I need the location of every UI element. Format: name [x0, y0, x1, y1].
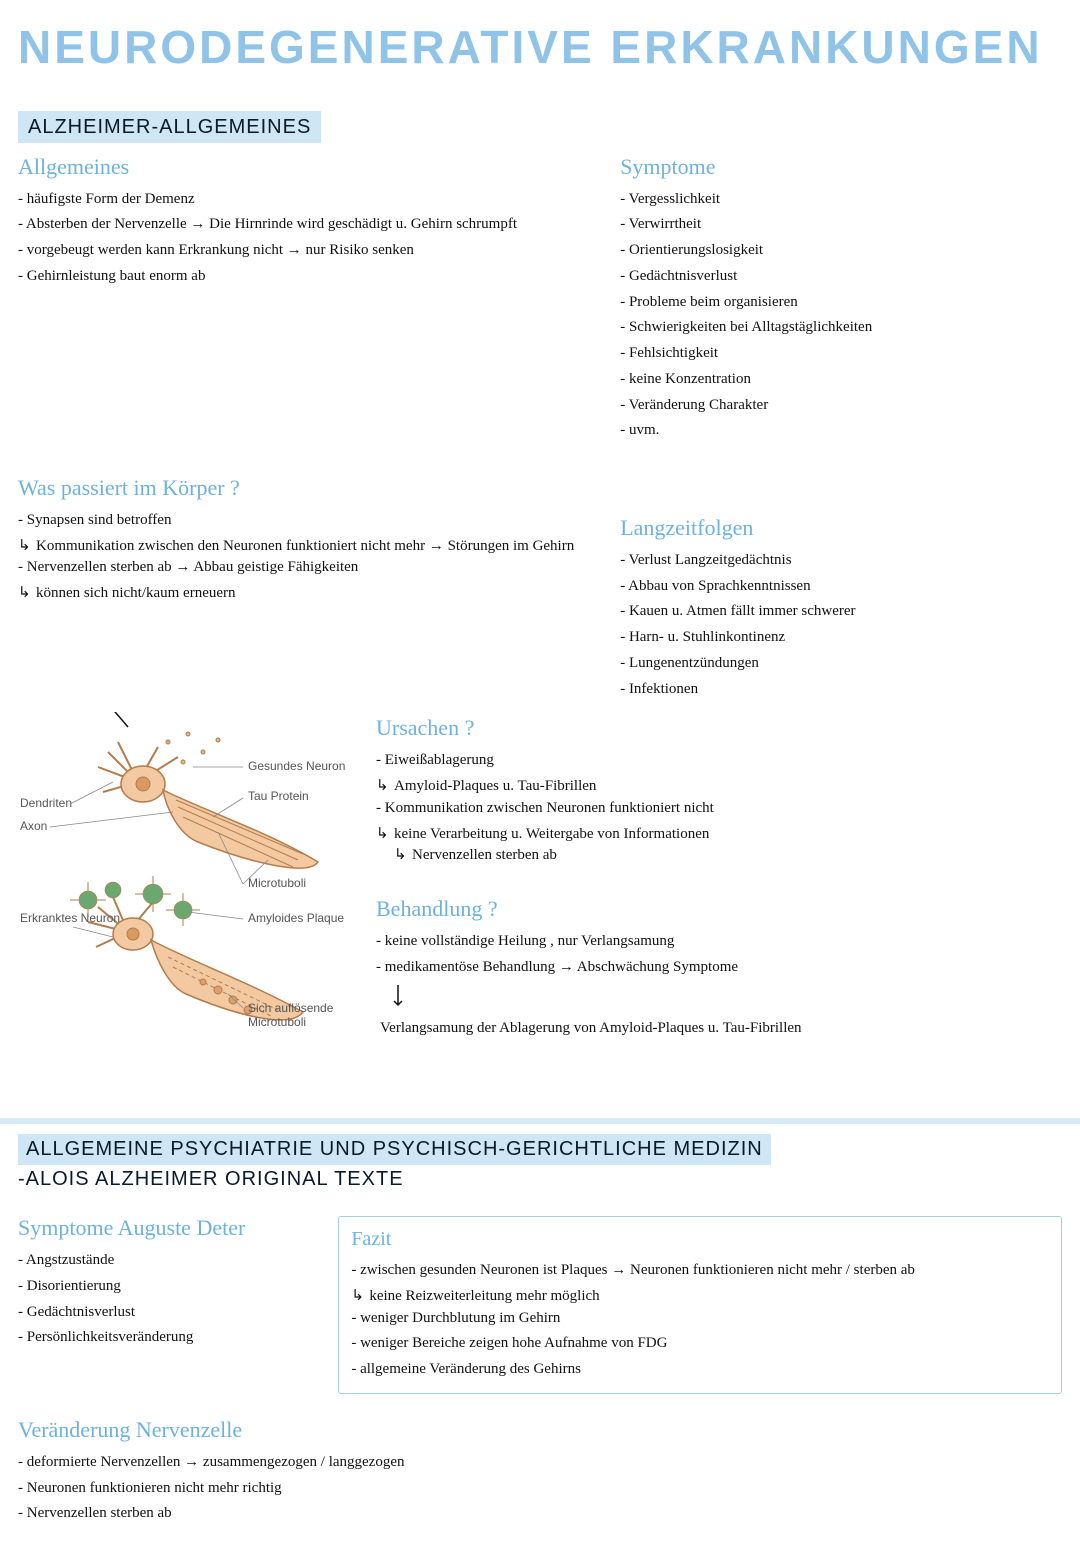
diagram-label-microtuboli: Microtuboli — [248, 876, 306, 890]
list-item: weniger Bereiche zeigen hohe Aufnahme vo… — [351, 1333, 1049, 1355]
list-item: Gedächtnisverlust — [18, 1302, 310, 1324]
diagram-label-axon: Axon — [20, 819, 47, 833]
list-indent: Kommunikation zwischen den Neuronen funk… — [18, 536, 592, 558]
page-title: NEURODEGENERATIVE ERKRANKUNGEN — [0, 0, 1080, 87]
diagram-label-erkranktes: Erkranktes Neuron — [20, 911, 120, 925]
symptome-list: Vergesslichkeit Verwirrtheit Orientierun… — [620, 189, 1058, 443]
list-item: Persönlichkeitsveränderung — [18, 1327, 310, 1349]
allgemeines-head: Allgemeines — [18, 151, 592, 183]
list-item: Nervenzellen sterben ab → Abbau geistige… — [18, 557, 592, 579]
list-item: Eiweißablagerung — [376, 750, 1062, 772]
diagram-label-tau: Tau Protein — [248, 789, 309, 803]
langzeit-list: Verlust Langzeitgedächtnis Abbau von Spr… — [620, 550, 1058, 701]
list-item: keine vollständige Heilung , nur Verlang… — [376, 931, 1062, 953]
list-indent: Nervenzellen sterben ab — [394, 845, 1062, 867]
neuron-diagram: Gesundes Neuron Dendriten Axon Tau Prote… — [18, 712, 358, 1100]
list-item: Probleme beim organisieren — [620, 292, 1058, 314]
list-indent: Amyloid-Plaques u. Tau-Fibrillen — [376, 776, 1062, 798]
list-item: Kommunikation zwischen Neuronen funktion… — [376, 798, 1062, 820]
fazit-box: Fazit zwischen gesunden Neuronen ist Pla… — [338, 1216, 1062, 1394]
list-item: Gehirnleistung baut enorm ab — [18, 266, 592, 288]
diagram-label-aufloesende: Sich auflösendeMicrotuboli — [248, 1001, 334, 1029]
list-item: Lungenentzündungen — [620, 653, 1058, 675]
list-item: Schwierigkeiten bei Alltagstäglichkeiten — [620, 317, 1058, 339]
list-item: Verlust Langzeitgedächtnis — [620, 550, 1058, 572]
list-item: Orientierungslosigkeit — [620, 240, 1058, 262]
list-item: Kauen u. Atmen fällt immer schwerer — [620, 601, 1058, 623]
list-item: Nervenzellen sterben ab — [18, 1503, 1062, 1525]
list-item: Veränderung Charakter — [620, 395, 1058, 417]
section1-bar: ALZHEIMER-ALLGEMEINES — [18, 111, 321, 143]
list-item: uvm. — [620, 420, 1058, 442]
ursachen-list: Eiweißablagerung — [376, 750, 1062, 772]
section2-bar-line2: -ALOIS ALZHEIMER ORIGINAL TEXTE — [18, 1168, 404, 1190]
symptome-head: Symptome — [620, 151, 1058, 183]
behandlung-list: keine vollständige Heilung , nur Verlang… — [376, 931, 1062, 979]
arrow-down-icon — [390, 983, 406, 1011]
list-item: Fehlsichtigkeit — [620, 343, 1058, 365]
diagram-label-gesundes: Gesundes Neuron — [248, 759, 345, 773]
list-item: Infektionen — [620, 679, 1058, 701]
list-item: deformierte Nervenzellen → zusammengezog… — [18, 1452, 1062, 1474]
list-item: keine Konzentration — [620, 369, 1058, 391]
list-item: Verwirrtheit — [620, 214, 1058, 236]
symptome-deter-head: Symptome Auguste Deter — [18, 1212, 310, 1244]
list-indent: können sich nicht/kaum erneuern — [18, 583, 592, 605]
list-item: Harn- u. Stuhlinkontinenz — [620, 627, 1058, 649]
allgemeines-list: häufigste Form der Demenz Absterben der … — [18, 189, 592, 288]
list-item: Gedächtnisverlust — [620, 266, 1058, 288]
langzeit-head: Langzeitfolgen — [620, 512, 1058, 544]
diagram-label-dendriten: Dendriten — [20, 796, 72, 810]
list-item: medikamentöse Behandlung → Abschwächung … — [376, 957, 1062, 979]
fazit-list: zwischen gesunden Neuronen ist Plaques →… — [351, 1260, 1049, 1282]
list-item: Absterben der Nervenzelle → Die Hirnrind… — [18, 214, 592, 236]
list-item: Disorientierung — [18, 1276, 310, 1298]
section-divider — [0, 1118, 1080, 1124]
list-item: zwischen gesunden Neuronen ist Plaques →… — [351, 1260, 1049, 1282]
waspassiert-list: Synapsen sind betroffen — [18, 510, 592, 532]
list-item: Vergesslichkeit — [620, 189, 1058, 211]
behandlung-note: Verlangsamung der Ablagerung von Amyloid… — [376, 1018, 1062, 1040]
list-item: weniger Durchblutung im Gehirn — [351, 1308, 1049, 1330]
list-item: Abbau von Sprachkenntnissen — [620, 576, 1058, 598]
symptome-deter-list: Angstzustände Disorientierung Gedächtnis… — [18, 1250, 310, 1349]
list-indent: keine Verarbeitung u. Weitergabe von Inf… — [376, 824, 1062, 846]
list-indent: keine Reizweiterleitung mehr möglich — [351, 1286, 1049, 1308]
veraenderung-list: deformierte Nervenzellen → zusammengezog… — [18, 1452, 1062, 1525]
list-item: Neuronen funktionieren nicht mehr richti… — [18, 1478, 1062, 1500]
waspassiert-head: Was passiert im Körper ? — [18, 472, 592, 504]
list-item: Angstzustände — [18, 1250, 310, 1272]
section2-bar-line1: ALLGEMEINE PSYCHIATRIE UND PSYCHISCH-GER… — [18, 1134, 771, 1165]
behandlung-head: Behandlung ? — [376, 893, 1062, 925]
section2-bar: ALLGEMEINE PSYCHIATRIE UND PSYCHISCH-GER… — [0, 1134, 1080, 1194]
list-item: allgemeine Veränderung des Gehirns — [351, 1359, 1049, 1381]
veraenderung-head: Veränderung Nervenzelle — [18, 1414, 1062, 1446]
ursachen-head: Ursachen ? — [376, 712, 1062, 744]
list-item: Synapsen sind betroffen — [18, 510, 592, 532]
fazit-head: Fazit — [351, 1225, 1049, 1254]
list-item: vorgebeugt werden kann Erkrankung nicht … — [18, 240, 592, 262]
diagram-label-amyloid: Amyloides Plaque — [248, 911, 344, 925]
list-item: häufigste Form der Demenz — [18, 189, 592, 211]
